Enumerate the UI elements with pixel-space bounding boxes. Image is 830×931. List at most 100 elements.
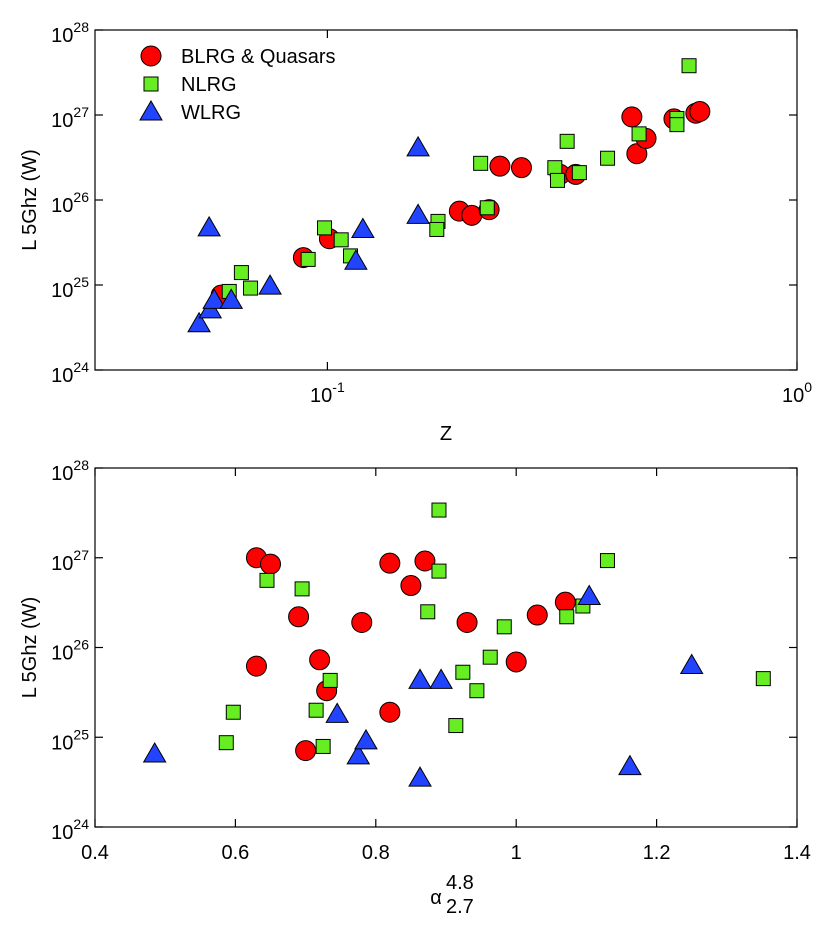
legend-marker	[140, 45, 162, 67]
point	[202, 288, 227, 309]
y-axis-label: L 5Ghz (W)	[19, 149, 41, 251]
point	[346, 743, 371, 765]
y-tick-label: 1028	[51, 19, 89, 47]
point	[431, 502, 447, 518]
point	[379, 552, 401, 574]
y-tick-label: 1025	[51, 274, 89, 302]
tick-exponent: 27	[73, 547, 89, 563]
y-tick-label: 1025	[51, 726, 89, 754]
point	[309, 649, 331, 671]
tick-base: 10	[51, 463, 73, 485]
tick-exponent: 0	[804, 379, 812, 395]
point	[577, 584, 602, 606]
point	[308, 702, 324, 718]
y-tick-label: 1028	[51, 457, 89, 485]
point	[473, 155, 489, 171]
tick-base: 10	[782, 385, 804, 407]
legend-marker	[143, 76, 159, 92]
point	[414, 550, 436, 572]
point	[260, 553, 281, 575]
tick-base: 10	[51, 280, 73, 302]
point	[408, 668, 432, 689]
point	[496, 619, 512, 635]
point	[669, 117, 685, 133]
y-axis-label: L 5Ghz (W)	[19, 597, 41, 699]
point	[258, 274, 282, 295]
plot-frame	[94, 467, 798, 828]
point	[559, 133, 575, 149]
point	[233, 265, 249, 281]
x-tick-label: 10-1	[310, 379, 345, 407]
point	[456, 611, 478, 633]
point	[479, 200, 495, 216]
x-tick-label: 0.6	[221, 842, 249, 864]
x-axis-label-sub: 2.7	[446, 896, 474, 918]
tick-exponent: 27	[73, 104, 89, 120]
point	[482, 649, 498, 665]
point	[350, 217, 375, 238]
point	[618, 754, 642, 776]
point	[408, 766, 432, 787]
tick-base: 10	[51, 365, 73, 387]
point	[626, 143, 648, 165]
x-axis-label: α	[430, 887, 442, 909]
tick-base: 10	[51, 643, 73, 665]
point	[219, 288, 244, 309]
tick-base: 10	[51, 110, 73, 132]
y-tick-label: 1027	[51, 547, 89, 575]
point	[300, 251, 316, 267]
x-tick-label: 1.2	[643, 842, 671, 864]
point	[549, 172, 565, 188]
point	[294, 581, 310, 597]
x-tick-label: 0.8	[362, 842, 390, 864]
point	[559, 609, 575, 625]
point	[317, 220, 333, 236]
point	[354, 728, 378, 750]
tick-base: 10	[51, 25, 73, 47]
point	[547, 160, 563, 176]
point	[755, 671, 771, 687]
legend-label: WLRG	[181, 102, 241, 124]
tick-exponent: 26	[73, 637, 89, 653]
point	[225, 704, 241, 720]
point	[400, 575, 422, 597]
x-tick-label: 1	[511, 842, 522, 864]
point	[295, 740, 317, 762]
legend-label: NLRG	[181, 74, 237, 96]
point	[455, 664, 471, 680]
point	[469, 683, 485, 699]
y-tick-label: 1024	[51, 816, 89, 844]
point	[631, 126, 647, 142]
tick-exponent: 26	[73, 189, 89, 205]
point	[510, 157, 532, 179]
point	[420, 604, 436, 620]
y-tick-label: 1026	[51, 637, 89, 665]
legend-marker	[139, 100, 163, 121]
tick-exponent: 24	[73, 359, 89, 375]
point	[288, 606, 310, 628]
tick-exponent: 25	[73, 726, 89, 742]
point	[621, 106, 643, 128]
x-tick-label: 0.4	[81, 842, 109, 864]
point	[344, 249, 368, 270]
tick-exponent: 28	[73, 19, 89, 35]
point	[259, 572, 275, 588]
tick-base: 10	[51, 822, 73, 844]
point	[599, 553, 615, 569]
point	[600, 150, 616, 166]
tick-exponent: 25	[73, 274, 89, 290]
y-tick-label: 1026	[51, 189, 89, 217]
point	[679, 653, 704, 675]
point	[448, 718, 464, 734]
point	[218, 735, 234, 751]
point	[406, 203, 430, 224]
tick-base: 10	[51, 732, 73, 754]
point	[322, 672, 338, 688]
y-tick-label: 1027	[51, 104, 89, 132]
point	[315, 738, 331, 754]
point	[526, 604, 548, 626]
point	[406, 135, 430, 157]
point	[571, 165, 587, 181]
point	[429, 221, 445, 237]
